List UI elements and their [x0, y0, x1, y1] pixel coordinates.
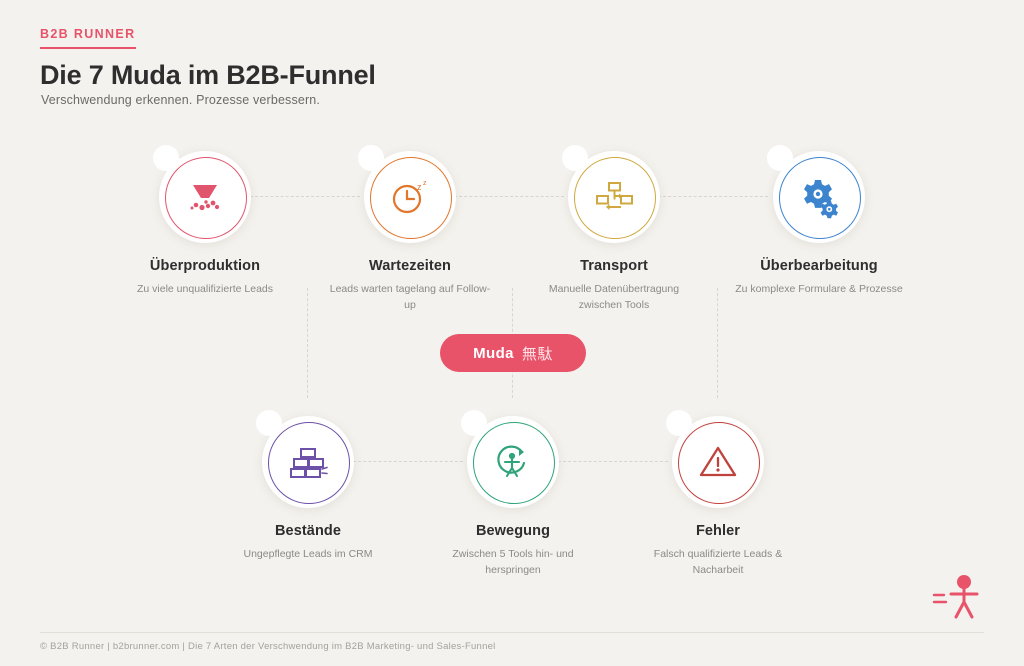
node-number-badge: 7 — [666, 410, 692, 436]
node-uberproduktion[interactable]: 1 Überproduktion Zu viele unqualifiziert… — [115, 145, 295, 297]
connector-6-7 — [558, 461, 668, 462]
data-flow-icon — [596, 182, 633, 210]
node-uberbearbeitung[interactable]: 4 Überbearbeitung Zu komplexe Formulare … — [729, 145, 909, 297]
node-disc[interactable]: 1 — [153, 145, 251, 243]
node-bestande[interactable]: 5 Bestände Ungepflegte Leads im CRM — [218, 410, 398, 562]
node-fehler[interactable]: 7 Fehler Falsch qualifizierte Leads & Na… — [628, 410, 808, 579]
muda-badge: Muda 無駄 — [440, 334, 586, 372]
node-number: 1 — [162, 151, 170, 164]
svg-text:z: z — [417, 182, 422, 192]
node-number-badge: 2 — [358, 145, 384, 171]
node-title: Wartezeiten — [369, 258, 451, 274]
node-description: Zwischen 5 Tools hin- und herspringen — [452, 548, 574, 577]
runner-logo-icon — [932, 575, 979, 619]
node-bewegung[interactable]: 6 Bewegung Zwischen 5 Tools hin- und her… — [423, 410, 603, 579]
gears-icon — [804, 180, 838, 219]
node-description: Zu viele unqualifizierte Leads — [137, 283, 273, 295]
page-subtitle: Verschwendung erkennen. Prozesse verbess… — [41, 93, 320, 107]
node-number-badge: 4 — [767, 145, 793, 171]
node-number: 3 — [571, 151, 579, 164]
running-person-icon — [497, 445, 526, 478]
node-transport[interactable]: 3 Transport Manuelle Datenübertragung zw… — [524, 145, 704, 314]
footer-text: © B2B Runner | b2brunner.com | Die 7 Art… — [40, 641, 496, 652]
brand-name: B2B RUNNER — [40, 27, 136, 41]
node-disc[interactable]: 4 — [767, 145, 865, 243]
node-title: Transport — [580, 258, 648, 274]
node-disc[interactable]: 5 — [256, 410, 354, 508]
node-number: 7 — [675, 416, 683, 429]
node-disc[interactable]: 6 — [461, 410, 559, 508]
node-number-badge: 3 — [562, 145, 588, 171]
brand-lockup: B2B RUNNER — [40, 28, 136, 49]
stacked-boxes-icon — [290, 448, 328, 478]
node-number: 6 — [470, 416, 478, 429]
connector-5-6 — [353, 461, 463, 462]
page-title: Die 7 Muda im B2B-Funnel — [40, 60, 376, 90]
node-title: Fehler — [695, 523, 741, 539]
node-description: Leads warten tagelang auf Follow-up — [329, 283, 491, 312]
node-number-badge: 5 — [256, 410, 282, 436]
warning-triangle-icon — [699, 446, 737, 477]
node-number: 4 — [776, 151, 784, 164]
footer-divider — [40, 632, 984, 633]
node-description: Manuelle Datenübertragung zwischen Tools — [548, 283, 680, 312]
connector-drop-right — [717, 288, 718, 398]
node-wartezeiten[interactable]: z z 2 Wartezeiten Leads warten tagelang … — [320, 145, 500, 314]
node-title: Überproduktion — [149, 258, 261, 274]
connector-1-2 — [250, 196, 360, 197]
node-description: Falsch qualifizierte Leads & Nacharbeit — [653, 548, 783, 577]
node-disc[interactable]: 7 — [666, 410, 764, 508]
node-title: Überbearbeitung — [760, 258, 878, 274]
node-number-badge: 6 — [461, 410, 487, 436]
funnel-icon — [190, 185, 220, 211]
node-disc[interactable]: z z 2 — [358, 145, 456, 243]
node-title: Bewegung — [475, 523, 551, 539]
node-number: 2 — [367, 151, 375, 164]
muda-label-latin: Muda — [473, 344, 514, 362]
connector-3-4 — [658, 196, 768, 197]
muda-label-japanese: 無駄 — [521, 345, 553, 363]
node-description: Ungepflegte Leads im CRM — [243, 548, 373, 560]
connector-2-3 — [454, 196, 564, 197]
node-title: Bestände — [274, 523, 342, 539]
node-disc[interactable]: 3 — [562, 145, 660, 243]
node-number: 5 — [265, 416, 273, 429]
node-description: Zu komplexe Formulare & Prozesse — [735, 283, 903, 295]
clock-sleep-icon: z z — [392, 180, 427, 214]
connector-drop-left — [307, 288, 308, 398]
node-number-badge: 1 — [153, 145, 179, 171]
svg-text:z: z — [423, 180, 427, 187]
brand-underline — [40, 46, 136, 49]
